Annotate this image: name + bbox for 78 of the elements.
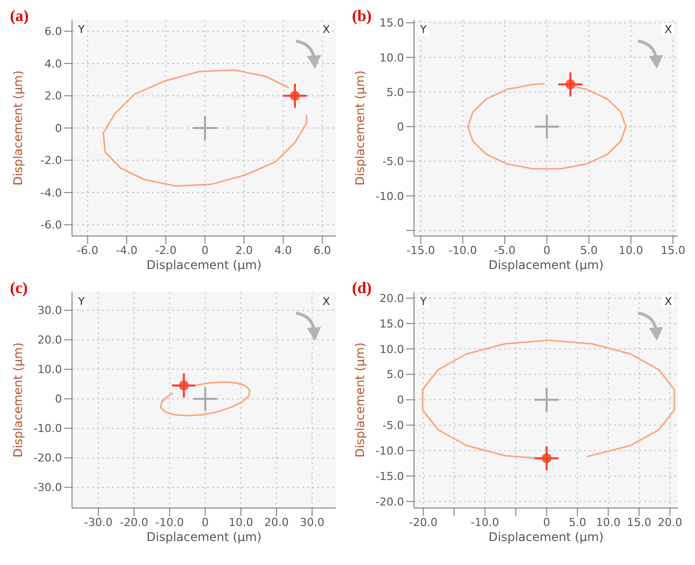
x-tick-label: 2.0	[235, 244, 253, 257]
line-series	[102, 69, 308, 187]
x-tick-label: 0	[543, 516, 550, 529]
y-tick-label: 10.0	[380, 51, 404, 64]
y-tick-label: -2.0	[40, 154, 62, 168]
x-tick-label: -4.0	[116, 244, 138, 257]
x-tick-label: -30.0	[84, 516, 113, 529]
y-tick-label: 6.0	[44, 25, 62, 38]
x-tick-label: 10.0	[618, 244, 644, 257]
y-tick-label: -5.0	[382, 419, 404, 432]
annotation: Y	[76, 23, 87, 36]
chart-title: (a)	[10, 8, 29, 26]
x-tick-label: -10.0	[470, 516, 500, 529]
x-tick-label: 20.0	[264, 516, 289, 529]
x-axis-title: Displacement (μm)	[146, 530, 262, 544]
x-tick-label: 30.0	[300, 516, 324, 529]
y-tick-label: 20.0	[38, 334, 62, 347]
y-tick-label: -30.0	[34, 481, 62, 494]
y-tick-label: 10.0	[380, 342, 404, 356]
x-tick-label: -20.0	[409, 516, 438, 529]
y-axis-title: Displacement (μm)	[353, 342, 367, 458]
x-tick-label: 0	[201, 244, 208, 257]
y-tick-label: -20.0	[376, 495, 404, 508]
x-tick-label: -2.0	[155, 244, 177, 257]
y-tick-label: -6.0	[40, 218, 62, 232]
x-tick-label: -6.0	[76, 244, 98, 257]
y-tick-label: -20.0	[34, 452, 62, 465]
y-tick-label: 15.0	[380, 317, 404, 330]
y-tick-label: -5.0	[382, 155, 404, 168]
y-tick-label: 0	[55, 122, 62, 135]
x-tick-label: 10.0	[228, 516, 254, 529]
annotation: Y	[418, 295, 429, 308]
x-tick-label: 5.0	[568, 516, 586, 529]
x-axis-title: Displacement (μm)	[488, 530, 604, 544]
annotation: X	[662, 295, 674, 308]
x-tick-label: -15.0	[406, 244, 435, 257]
x-axis-title: Displacement (μm)	[488, 258, 604, 272]
y-tick-label: 0	[55, 392, 62, 406]
annotation: X	[320, 295, 332, 308]
y-axis-title: Displacement (μm)	[353, 70, 367, 186]
y-tick-label: -4.0	[40, 186, 62, 200]
y-tick-label: 15.0	[380, 16, 404, 30]
y-tick-label: -10.0	[376, 190, 404, 203]
y-tick-label: 5.0	[386, 368, 404, 382]
y-tick-label: -10.0	[376, 444, 404, 458]
x-tick-label: 0	[202, 516, 209, 529]
y-tick-label: -15.0	[376, 470, 404, 483]
x-tick-label: 15.0	[660, 244, 686, 257]
x-tick-label: 4.0	[274, 244, 292, 257]
x-tick-label: -5.0	[494, 244, 516, 257]
x-tick-label: 6.0	[314, 244, 332, 257]
annotation: Y	[418, 23, 429, 36]
x-tick-label: -20.0	[120, 516, 148, 529]
y-tick-label: 10.0	[38, 363, 62, 376]
y-tick-label: 0	[397, 394, 404, 407]
chart-title: (c)	[10, 280, 28, 298]
chart-title: (d)	[352, 280, 372, 298]
y-tick-label: 2.0	[44, 90, 62, 103]
x-tick-label: 15.0	[626, 516, 652, 529]
x-tick-label: 0	[543, 244, 550, 257]
chart-title: (b)	[352, 8, 372, 26]
y-tick-label: 20.0	[380, 292, 404, 306]
y-tick-label: 5.0	[386, 86, 404, 99]
annotation: X	[662, 23, 674, 36]
x-axis-title: Displacement (μm)	[146, 258, 262, 272]
annotation: X	[320, 23, 332, 36]
annotation: Y	[76, 295, 87, 308]
x-tick-label: -10.0	[448, 244, 477, 257]
y-tick-label: 0	[397, 120, 404, 134]
x-tick-label: 10.0	[596, 516, 621, 529]
y-tick-label: 4.0	[44, 57, 62, 70]
y-axis-title: Displacement (μm)	[11, 342, 25, 458]
y-tick-label: -10.0	[34, 422, 62, 436]
x-tick-label: -10.0	[155, 516, 184, 529]
y-axis-title: Displacement (μm)	[11, 70, 25, 186]
x-tick-label: 20.0	[658, 516, 682, 529]
x-tick-label: 5.0	[580, 244, 598, 257]
y-tick-label: 30.0	[38, 304, 62, 318]
